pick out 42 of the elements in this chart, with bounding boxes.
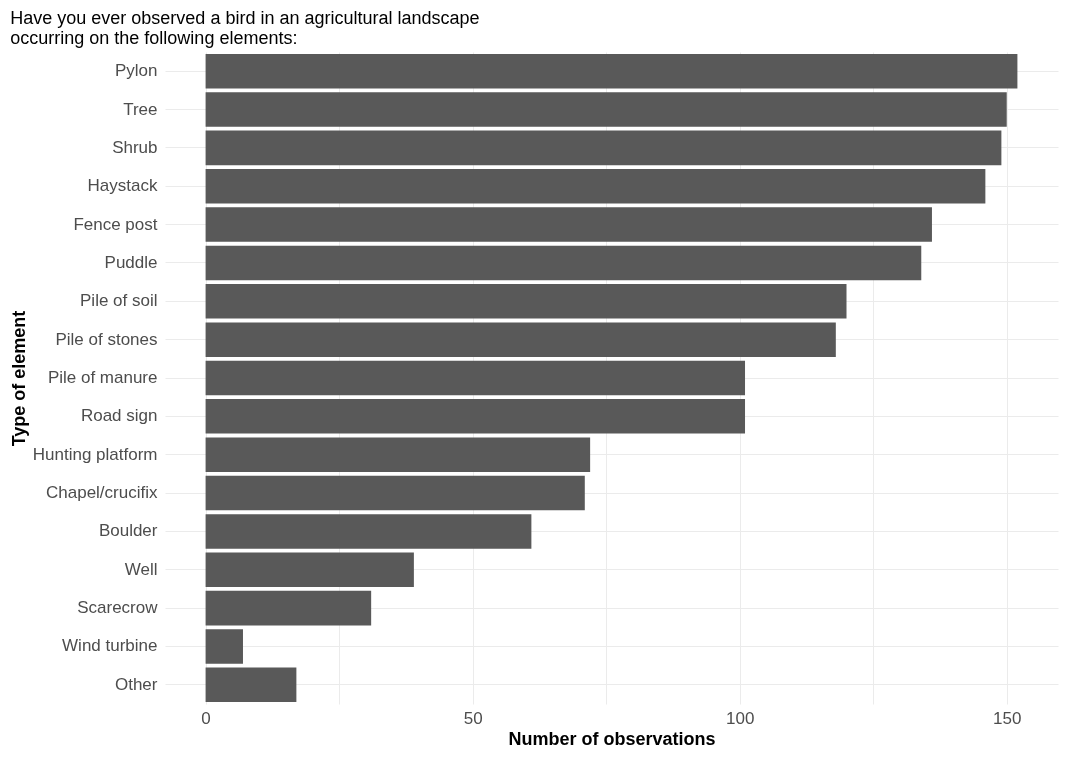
- bar: [205, 437, 591, 472]
- bar: [205, 245, 922, 281]
- bar: [205, 475, 585, 511]
- y-tick-label: Pile of soil: [80, 291, 158, 311]
- y-tick-label: Pile of manure: [47, 368, 158, 387]
- y-tick-label: Pile of stones: [55, 329, 158, 349]
- text: Have you ever observed a bird in an agricultural landscape: [10, 8, 480, 28]
- bar: [205, 514, 532, 549]
- y-tick-label: Well: [124, 559, 158, 579]
- bar: [205, 130, 1002, 166]
- bar: [205, 168, 986, 204]
- bar: [205, 399, 746, 434]
- y-tick-label: Road sign: [80, 406, 158, 426]
- y-tick-label: Other: [114, 674, 158, 694]
- x-tick-label: 50: [463, 708, 483, 728]
- bar: [205, 629, 243, 664]
- y-tick-label: Haystack: [87, 176, 158, 196]
- bar: [205, 284, 847, 319]
- bar: [205, 590, 372, 626]
- y-tick-label: Fence post: [73, 214, 158, 234]
- x-tick-label: 150: [993, 708, 1022, 728]
- y-tick-label: Wind turbine: [62, 636, 158, 656]
- x-tick-label: 100: [725, 708, 755, 728]
- bar: [205, 667, 297, 703]
- y-tick-label: Boulder: [98, 521, 158, 541]
- y-tick-label: Scarecrow: [77, 598, 159, 618]
- bar: [205, 207, 932, 242]
- y-tick-label: Shrub: [112, 137, 158, 157]
- x-tick-label: 0: [201, 708, 211, 728]
- bar: [205, 92, 1007, 127]
- bar: [205, 360, 746, 396]
- y-tick-label: Puddle: [104, 252, 158, 272]
- y-tick-label: Chapel/crucifix: [46, 483, 158, 503]
- bar: [205, 552, 414, 588]
- text: occurring on the following elements:: [10, 28, 298, 48]
- y-tick-label: Hunting platform: [32, 444, 158, 464]
- y-tick-label: Tree: [123, 99, 158, 119]
- bar: [205, 322, 836, 357]
- y-tick-label: Pylon: [114, 61, 158, 81]
- x-axis-title: Number of observations: [508, 728, 716, 749]
- y-axis-title: Type of element: [8, 310, 29, 447]
- bar: [205, 53, 1018, 89]
